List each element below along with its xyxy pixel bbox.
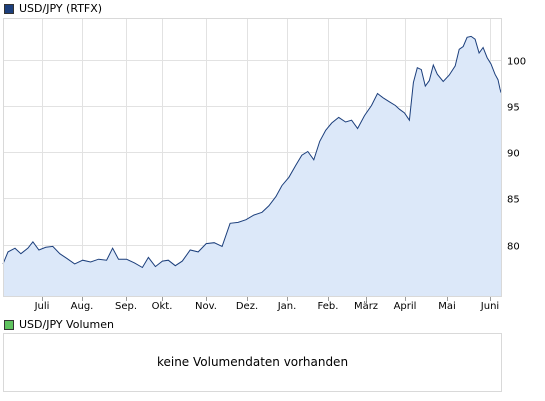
y-tick-label: 80 bbox=[507, 242, 520, 253]
x-tick-label: Mai bbox=[438, 301, 456, 312]
x-tick-label: Okt. bbox=[152, 301, 173, 312]
y-tick-label: 85 bbox=[507, 195, 520, 206]
price-legend-label: USD/JPY (RTFX) bbox=[19, 2, 103, 15]
price-legend: USD/JPY (RTFX) bbox=[4, 2, 102, 15]
x-tick-label: Juni bbox=[480, 301, 499, 312]
volume-legend: USD/JPY Volumen bbox=[4, 318, 114, 331]
x-tick-label: März bbox=[354, 301, 378, 312]
x-tick-label: Nov. bbox=[195, 301, 217, 312]
volume-legend-swatch bbox=[4, 319, 14, 330]
x-axis-labels: Juli Aug. Sep. Okt. Nov. Dez. Jan. Feb. März Apri… bbox=[34, 301, 500, 312]
x-tick-label: Feb. bbox=[318, 301, 339, 312]
y-tick-label: 90 bbox=[507, 149, 520, 160]
x-tick-label: Aug. bbox=[71, 301, 94, 312]
volume-panel: keine Volumendaten vorhanden bbox=[3, 333, 502, 392]
x-tick-label: Jan. bbox=[277, 301, 297, 312]
x-tick-label: Juli bbox=[34, 301, 50, 312]
price-line bbox=[2, 35, 502, 269]
x-tick-label: April bbox=[394, 301, 417, 312]
price-area-fill bbox=[3, 36, 501, 298]
x-tick-label: Dez. bbox=[236, 301, 258, 312]
x-tick-label: Sep. bbox=[115, 301, 137, 312]
y-tick-label: 100 bbox=[507, 57, 526, 68]
y-axis-labels: 80 85 90 95 100 bbox=[507, 57, 526, 253]
volume-legend-label: USD/JPY Volumen bbox=[19, 318, 114, 331]
price-legend-swatch bbox=[4, 3, 14, 14]
y-tick-label: 95 bbox=[507, 103, 520, 114]
plot-frame bbox=[3, 18, 502, 297]
price-chart: Juli Aug. Sep. Okt. Nov. Dez. Jan. Feb. März Apri… bbox=[2, 18, 526, 312]
no-volume-message: keine Volumendaten vorhanden bbox=[156, 355, 349, 369]
